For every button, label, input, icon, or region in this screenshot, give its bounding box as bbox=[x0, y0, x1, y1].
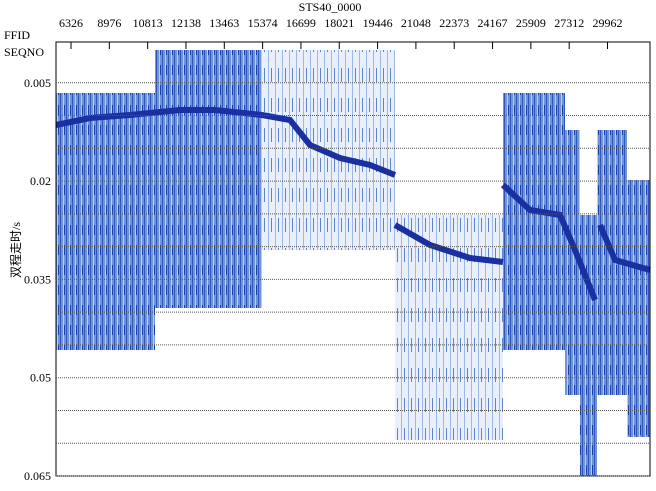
y-tick-label: 0.065 bbox=[24, 469, 51, 483]
x-tick-label: 12138 bbox=[171, 16, 201, 30]
x-tick-label: 24167 bbox=[478, 16, 508, 30]
x-tick-label: 6326 bbox=[59, 16, 83, 30]
x-tick-label: 27312 bbox=[554, 16, 584, 30]
x-tick-label: 29962 bbox=[593, 16, 623, 30]
x-tick-label: 15374 bbox=[248, 16, 278, 30]
x-tick-label: 25909 bbox=[516, 16, 546, 30]
x-tick-label: 16699 bbox=[286, 16, 316, 30]
x-axis-name: SEQNO bbox=[4, 45, 44, 59]
y-tick-label: 0.005 bbox=[24, 76, 51, 90]
x-tick-label: 19446 bbox=[363, 16, 393, 30]
x-axis-name: FFID bbox=[4, 28, 30, 42]
y-tick-label: 0.035 bbox=[24, 272, 51, 286]
y-axis-label: 双程走时/s bbox=[8, 222, 23, 278]
x-tick-label: 8976 bbox=[97, 16, 121, 30]
x-tick-label: 13463 bbox=[209, 16, 239, 30]
x-tick-label: 21048 bbox=[401, 16, 431, 30]
chart-title: STS40_0000 bbox=[299, 0, 362, 14]
x-tick-label: 10813 bbox=[133, 16, 163, 30]
seismic-image bbox=[55, 50, 651, 476]
x-tick-label: 22373 bbox=[439, 16, 469, 30]
y-tick-label: 0.02 bbox=[30, 174, 51, 188]
x-tick-label: 18021 bbox=[324, 16, 354, 30]
y-tick-label: 0.05 bbox=[30, 371, 51, 385]
